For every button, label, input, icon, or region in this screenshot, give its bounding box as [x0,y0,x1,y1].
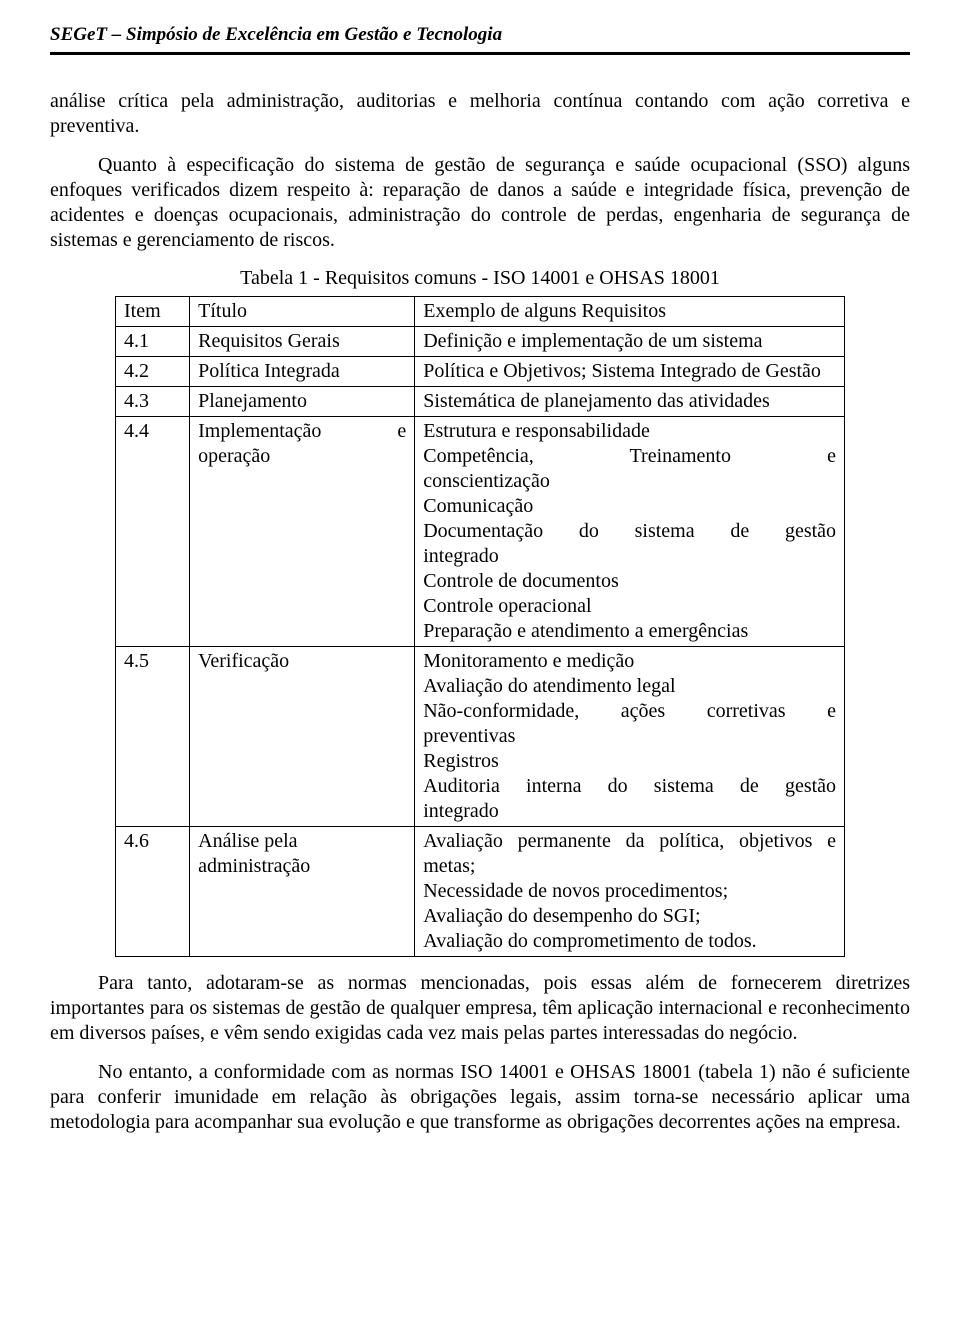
td-item: 4.4 [116,417,190,647]
paragraph-4: No entanto, a conformidade com as normas… [50,1060,910,1135]
table-row: 4.1 Requisitos Gerais Definição e implem… [116,327,845,357]
word: e [827,445,836,467]
td-item: 4.5 [116,647,190,827]
table-row: 4.6 Análise pela administração Avaliação… [116,827,845,957]
td-titulo: Planejamento [190,387,415,417]
word: interna [526,775,582,797]
table-row: 4.4 Implementação e operação Estrutura e… [116,417,845,647]
line: preventivas [423,725,515,747]
paragraph-3: Para tanto, adotaram-se as normas mencio… [50,971,910,1046]
word: do [579,520,599,542]
word: de [740,775,759,797]
word: Competência, [423,445,534,467]
th-exemplo: Exemplo de alguns Requisitos [415,297,845,327]
line: Registros [423,750,499,772]
td-item: 4.3 [116,387,190,417]
requirements-table: Item Título Exemplo de alguns Requisitos… [115,296,845,957]
word: sistema [635,520,695,542]
td-titulo: Implementação e operação [190,417,415,647]
th-item: Item [116,297,190,327]
td-item: 4.1 [116,327,190,357]
table-row: 4.5 Verificação Monitoramento e medição … [116,647,845,827]
table-head-row: Item Título Exemplo de alguns Requisitos [116,297,845,327]
word: Auditoria [423,775,500,797]
word: de [730,520,749,542]
line: Estrutura e responsabilidade [423,420,650,442]
line: conscientização [423,470,550,492]
line: Avaliação do atendimento legal [423,675,675,697]
word: Não-conformidade, [423,700,579,722]
page-header: SEGeT – Simpósio de Excelência em Gestão… [50,24,910,55]
line: Controle de documentos [423,570,619,592]
paragraph-1: análise crítica pela administração, audi… [50,89,910,139]
td-titulo: Verificação [190,647,415,827]
td-exemplo: Definição e implementação de um sistema [415,327,845,357]
line: Preparação e atendimento a emergências [423,620,748,642]
line: Avaliação do comprometimento de todos. [423,930,756,952]
td-exemplo: Política e Objetivos; Sistema Integrado … [415,357,845,387]
td-exemplo: Sistemática de planejamento das atividad… [415,387,845,417]
word: gestão [785,520,836,542]
table-row: 4.2 Política Integrada Política e Objeti… [116,357,845,387]
line: Necessidade de novos procedimentos; [423,880,728,902]
td-titulo-text: Análise pela [198,830,297,852]
word: do [608,775,628,797]
td-titulo: Análise pela administração [190,827,415,957]
word: Treinamento [630,445,731,467]
td-titulo-text: operação [198,445,270,467]
td-titulo-text: administração [198,855,310,877]
line: Avaliação do desempenho do SGI; [423,905,700,927]
td-titulo: Política Integrada [190,357,415,387]
line: integrado [423,800,499,822]
td-titulo: Requisitos Gerais [190,327,415,357]
td-exemplo: Estrutura e responsabilidade Competência… [415,417,845,647]
td-item: 4.2 [116,357,190,387]
line: Avaliação permanente da política, objeti… [423,830,836,877]
td-titulo-text: Implementação e [198,420,406,442]
paragraph-2: Quanto à especificação do sistema de ges… [50,153,910,253]
word: Documentação [423,520,543,542]
th-titulo: Título [190,297,415,327]
word: corretivas [707,700,786,722]
td-exemplo: Monitoramento e medição Avaliação do ate… [415,647,845,827]
line: integrado [423,545,499,567]
document-page: SEGeT – Simpósio de Excelência em Gestão… [0,0,960,1335]
table-caption: Tabela 1 - Requisitos comuns - ISO 14001… [50,267,910,290]
line: Monitoramento e medição [423,650,634,672]
word: sistema [654,775,714,797]
word: ações [621,700,665,722]
td-item: 4.6 [116,827,190,957]
table-row: 4.3 Planejamento Sistemática de planejam… [116,387,845,417]
word: e [827,700,836,722]
line: Comunicação [423,495,533,517]
word: gestão [785,775,836,797]
line: Controle operacional [423,595,591,617]
td-exemplo: Avaliação permanente da política, objeti… [415,827,845,957]
